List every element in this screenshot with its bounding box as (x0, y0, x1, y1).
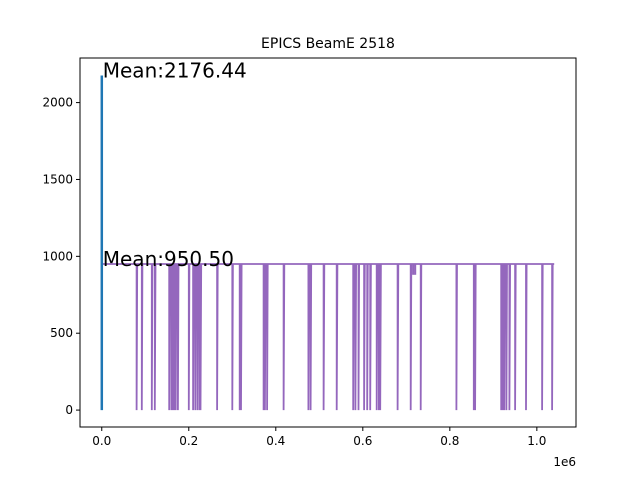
y-tick-label: 1500 (42, 172, 73, 186)
plot-frame (79, 57, 577, 428)
x-tick-label: 0.0 (92, 434, 111, 448)
plot-marks (100, 75, 555, 411)
x-tick-label: 0.4 (266, 434, 285, 448)
x-tick-label: 0.2 (179, 434, 198, 448)
x-tick-label: 0.8 (440, 434, 459, 448)
x-scale-label: 1e6 (553, 455, 576, 469)
annotation-1: Mean:2176.44 (103, 59, 247, 83)
y-tick-label: 2000 (42, 96, 73, 110)
y-tick-label: 1000 (42, 249, 73, 263)
y-axis: 0 500 1000 1500 2000 (42, 96, 80, 417)
x-tick-label: 1.0 (527, 434, 546, 448)
y-tick-label: 500 (50, 326, 73, 340)
annotation-2: Mean:950.50 (103, 247, 234, 271)
x-axis: 0.0 0.2 0.4 0.6 0.8 1.0 (92, 427, 546, 448)
chart-title: EPICS BeamE 2518 (261, 36, 395, 52)
x-tick-label: 0.6 (353, 434, 372, 448)
y-tick-label: 0 (65, 403, 73, 417)
annotation-layer: Mean:2176.44 Mean:950.50 (103, 59, 247, 271)
series-line-2 (101, 263, 555, 411)
